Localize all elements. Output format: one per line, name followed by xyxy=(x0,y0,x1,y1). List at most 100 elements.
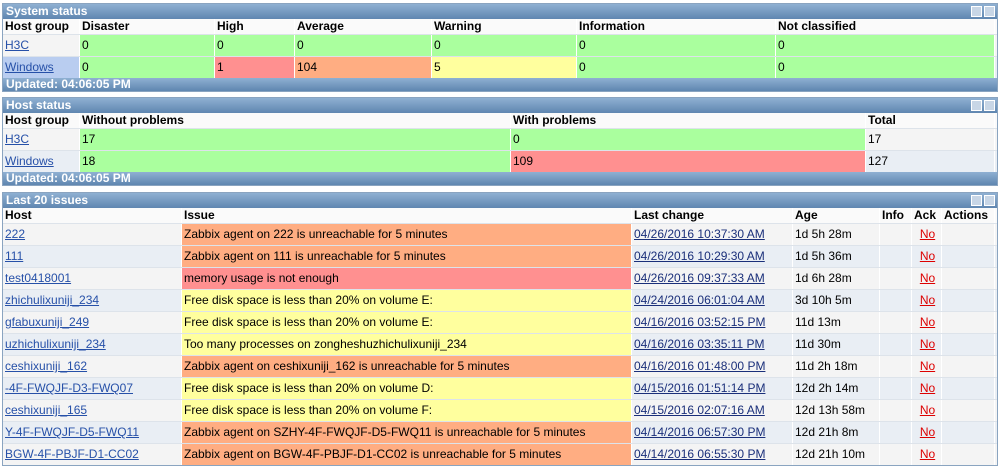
link[interactable]: 04/26/2016 09:37:33 AM xyxy=(634,271,765,285)
table-cell: No xyxy=(912,334,942,355)
table-cell xyxy=(880,400,912,421)
column-header: Total xyxy=(866,113,995,128)
table-cell: Zabbix agent on 222 is unreachable for 5… xyxy=(182,224,632,245)
link[interactable]: Windows xyxy=(5,154,54,168)
table-cell: 04/26/2016 09:37:33 AM xyxy=(632,268,793,289)
link[interactable]: 04/26/2016 10:37:30 AM xyxy=(634,227,765,241)
table-cell: No xyxy=(912,422,942,443)
table-cell xyxy=(942,246,995,267)
link[interactable]: H3C xyxy=(5,132,30,146)
table-cell: 111 xyxy=(3,246,182,267)
link[interactable]: uzhichulixuniji_234 xyxy=(5,337,106,351)
table-cell xyxy=(880,268,912,289)
link[interactable]: No xyxy=(919,359,936,373)
link[interactable]: Y-4F-FWQJF-D5-FWQ11 xyxy=(5,425,139,439)
link[interactable]: -4F-FWQJF-D3-FWQ07 xyxy=(5,381,133,395)
table-cell: No xyxy=(912,246,942,267)
link[interactable]: No xyxy=(919,425,936,439)
column-header-row: Host group Without problems With problems T… xyxy=(3,113,997,128)
cell-text: 104 xyxy=(297,60,318,74)
link[interactable]: No xyxy=(919,227,936,241)
table-cell: 12d 2h 14m xyxy=(793,378,880,399)
link[interactable]: 111 xyxy=(5,249,24,263)
cell-text: Free disk space is less than 20% on volu… xyxy=(184,315,433,329)
link[interactable]: No xyxy=(919,447,936,461)
link[interactable]: BGW-4F-PBJF-D1-CC02 xyxy=(5,447,139,461)
link[interactable]: 04/14/2016 06:57:30 PM xyxy=(634,425,766,439)
link[interactable]: No xyxy=(919,315,936,329)
column-header: With problems xyxy=(511,113,866,128)
menu-icon[interactable] xyxy=(971,100,982,111)
link[interactable]: 04/15/2016 02:07:16 AM xyxy=(634,403,765,417)
table-cell: 04/16/2016 03:52:15 PM xyxy=(632,312,793,333)
link[interactable]: 04/14/2016 06:55:30 PM xyxy=(634,447,766,461)
link[interactable]: 04/16/2016 01:48:00 PM xyxy=(634,359,766,373)
link[interactable]: ceshixuniji_165 xyxy=(5,403,88,417)
menu-icon[interactable] xyxy=(971,6,982,17)
host-status-panel: Host status Host group Without problems Wi… xyxy=(2,97,998,186)
table-cell: 04/24/2016 06:01:04 AM xyxy=(632,290,793,311)
cell-text: 1d 5h 28m xyxy=(795,227,852,241)
link[interactable]: 04/24/2016 06:01:04 AM xyxy=(634,293,765,307)
link[interactable]: No xyxy=(919,249,936,263)
table-cell: Windows xyxy=(3,151,80,172)
link[interactable]: No xyxy=(919,403,936,417)
cell-text: 1d 5h 36m xyxy=(795,249,852,263)
column-header-row: Host Issue Last change Age Info Ack Actions xyxy=(3,208,997,223)
link[interactable]: 04/26/2016 10:29:30 AM xyxy=(634,249,765,263)
cell-text: 0 xyxy=(579,38,586,52)
panel-header: System status xyxy=(3,4,997,19)
table-cell: No xyxy=(912,312,942,333)
table-cell: memory usage is not enough xyxy=(182,268,632,289)
link[interactable]: gfabuxuniji_249 xyxy=(5,315,90,329)
link[interactable]: zhichulixuniji_234 xyxy=(5,293,100,307)
link[interactable]: 222 xyxy=(5,227,26,241)
table-cell: 0 xyxy=(215,35,295,56)
table-cell: 04/15/2016 02:07:16 AM xyxy=(632,400,793,421)
link[interactable]: 04/15/2016 01:51:14 PM xyxy=(634,381,766,395)
link[interactable]: test0418001 xyxy=(5,271,72,285)
close-icon[interactable] xyxy=(984,6,995,17)
close-icon[interactable] xyxy=(984,100,995,111)
link[interactable]: 04/16/2016 03:35:11 PM xyxy=(634,337,765,351)
updated-footer: Updated: 04:06:05 PM xyxy=(3,172,997,185)
cell-text: memory usage is not enough xyxy=(184,271,339,285)
table-cell xyxy=(880,246,912,267)
table-cell: 12d 21h 8m xyxy=(793,422,880,443)
table-cell xyxy=(942,290,995,311)
link[interactable]: H3C xyxy=(5,38,30,52)
table-cell xyxy=(880,334,912,355)
cell-text: 0 xyxy=(82,60,89,74)
cell-text: 1 xyxy=(217,60,224,74)
link[interactable]: Windows xyxy=(5,60,54,74)
link[interactable]: 04/16/2016 03:52:15 PM xyxy=(634,315,766,329)
table-cell: H3C xyxy=(3,35,80,56)
link[interactable]: ceshixuniji_162 xyxy=(5,359,88,373)
table-row: zhichulixuniji_234 Free disk space is les… xyxy=(3,289,997,311)
panel-title: System status xyxy=(6,4,88,18)
link[interactable]: No xyxy=(919,337,936,351)
cell-text: 12d 13h 58m xyxy=(795,403,866,417)
column-header: Information xyxy=(577,19,776,34)
cell-text: Free disk space is less than 20% on volu… xyxy=(184,403,433,417)
table-cell: test0418001 xyxy=(3,268,182,289)
link[interactable]: No xyxy=(919,381,936,395)
close-icon[interactable] xyxy=(984,195,995,206)
table-row: H3C 17 0 17 xyxy=(3,128,997,150)
table-cell: 0 xyxy=(511,129,866,150)
cell-text: 5 xyxy=(434,60,441,74)
table-cell: Windows xyxy=(3,57,80,78)
table-cell xyxy=(942,444,995,465)
cell-text: Free disk space is less than 20% on volu… xyxy=(184,293,433,307)
table-row: H3C 0 0 0 0 0 0 xyxy=(3,34,997,56)
table-cell: No xyxy=(912,224,942,245)
table-cell: 0 xyxy=(776,35,995,56)
link[interactable]: No xyxy=(919,271,936,285)
last-issues-panel: Last 20 issues Host Issue Last change Age In… xyxy=(2,192,998,466)
column-header: High xyxy=(215,19,295,34)
table-cell: 1d 5h 36m xyxy=(793,246,880,267)
link[interactable]: No xyxy=(919,293,936,307)
table-cell: No xyxy=(912,444,942,465)
menu-icon[interactable] xyxy=(971,195,982,206)
